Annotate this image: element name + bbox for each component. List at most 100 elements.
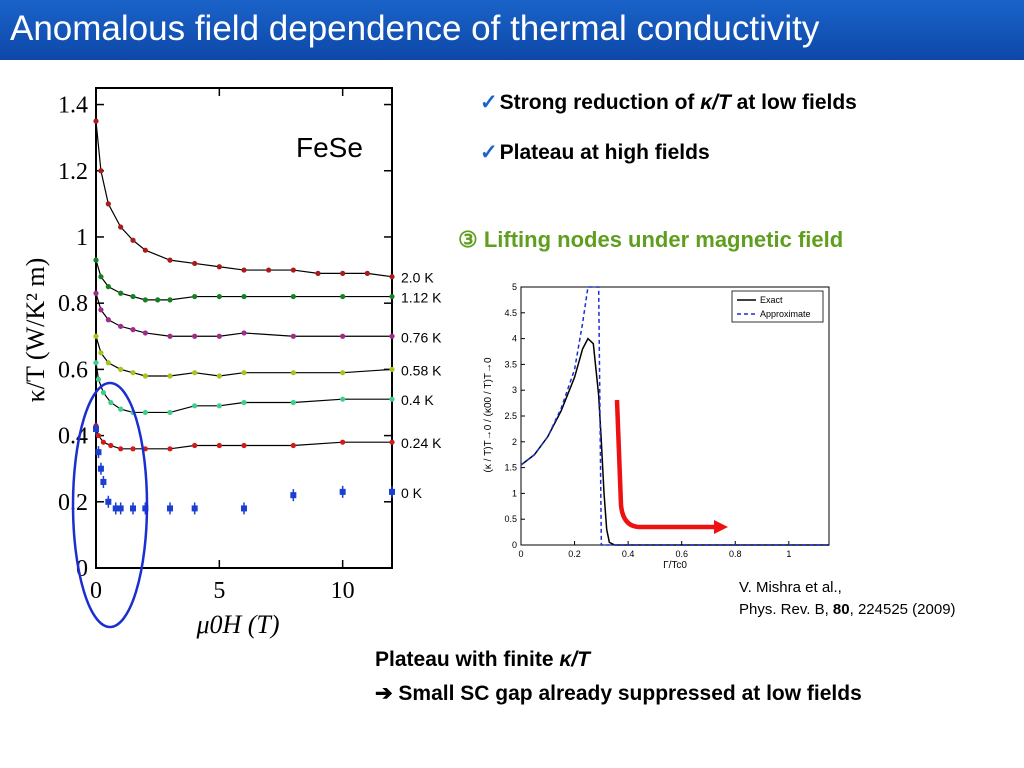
data-point [216, 333, 222, 339]
data-point [117, 505, 124, 512]
data-point [167, 446, 173, 452]
data-point [191, 505, 198, 512]
data-point [95, 376, 102, 382]
data-point [290, 333, 296, 339]
series-label: 0.24 K [401, 435, 442, 451]
data-point [364, 270, 370, 276]
data-point [389, 333, 395, 339]
data-point [192, 442, 198, 449]
y-tick-label: 4 [512, 334, 517, 344]
data-point [98, 350, 104, 356]
data-point [339, 488, 346, 495]
x-axis-label: Γ/Tc0 [663, 560, 687, 571]
y-tick-label: 1.5 [504, 463, 517, 473]
bullet-1-text-end: at low fields [730, 91, 857, 114]
data-point [105, 498, 112, 505]
y-tick-label: 0.4 [58, 424, 88, 450]
data-point [100, 439, 106, 445]
data-point [192, 333, 198, 339]
data-point [155, 297, 161, 303]
data-point [290, 293, 296, 300]
y-axis-label: (κ / T)T→0 / (κ00 / T)T→0 [483, 357, 494, 472]
bullet-1-math: κ/T [700, 91, 731, 114]
data-point [98, 307, 104, 313]
data-point [216, 442, 222, 449]
x-tick-label: 1 [786, 549, 791, 559]
conclusion-math: κ/T [559, 648, 590, 671]
title-bar: Anomalous field dependence of thermal co… [0, 0, 1024, 60]
data-point [315, 270, 321, 276]
data-point [93, 257, 99, 263]
x-tick-label: 0.6 [675, 549, 688, 559]
data-point [118, 290, 124, 296]
data-point [216, 373, 222, 379]
data-point [389, 274, 395, 280]
data-point [105, 284, 111, 290]
data-point [290, 492, 297, 499]
data-point [389, 396, 395, 402]
data-point [340, 439, 346, 445]
highlight-ellipse [71, 381, 149, 629]
x-axis-label: μ0H (T) [195, 610, 279, 639]
bullet-1: ✓Strong reduction of κ/T at low fields [480, 90, 857, 115]
data-point [192, 260, 198, 267]
data-point [108, 399, 114, 406]
data-point [118, 446, 124, 452]
data-point [100, 478, 107, 485]
data-point [216, 264, 222, 270]
data-point [130, 370, 136, 376]
data-point [105, 317, 111, 323]
series-label: 0 K [401, 485, 423, 501]
slide-title: Anomalous field dependence of thermal co… [10, 9, 820, 48]
y-tick-label: 0.6 [58, 357, 88, 383]
series-label: 1.12 K [401, 290, 442, 306]
series-label: 0.76 K [401, 329, 442, 345]
data-point [93, 425, 99, 432]
sample-label: FeSe [296, 132, 363, 163]
data-point [167, 297, 173, 303]
data-point [216, 293, 222, 300]
y-tick-label: 1 [76, 225, 88, 251]
data-point [98, 168, 104, 174]
data-point [142, 505, 149, 512]
data-point [93, 360, 99, 366]
data-point [95, 449, 102, 456]
y-axis-label: κ/T (W/K² m) [21, 258, 50, 403]
data-point [241, 293, 247, 300]
data-point [167, 373, 173, 379]
data-point [118, 366, 124, 372]
data-point [93, 118, 99, 124]
series-label: 2.0 K [401, 270, 434, 286]
x-tick-label: 0 [518, 549, 523, 559]
conclusion-line-1: Plateau with finite κ/T [375, 643, 995, 677]
data-point [108, 442, 114, 449]
x-tick-label: 0.2 [568, 549, 581, 559]
conclusion-line-2: ➔ Small SC gap already suppressed at low… [375, 682, 862, 705]
data-point [192, 370, 198, 376]
y-tick-label: 0.5 [504, 514, 517, 524]
data-point [130, 327, 136, 333]
data-point [98, 274, 104, 280]
plot-frame [95, 87, 393, 569]
right-chart: 0 0.2 0.4 0.6 0.8 1 0 0.5 1 1.5 2 2.5 3 3.5 4 4.5 5 Γ/Tc0… [483, 282, 830, 571]
data-point [167, 257, 173, 263]
data-point [167, 505, 173, 512]
data-point [130, 446, 136, 452]
data-point [112, 505, 119, 512]
reference-citation: Phys. Rev. B, 80, 224525 (2009) [739, 599, 956, 621]
x-tick-label: 0 [90, 578, 102, 604]
red-arrowhead [714, 520, 728, 534]
data-point [340, 293, 346, 300]
check-icon: ✓ [480, 141, 498, 164]
data-point [167, 333, 173, 339]
fit-line [95, 336, 393, 377]
y-tick-label: 2.5 [504, 411, 517, 421]
data-point [389, 488, 395, 495]
data-point [97, 465, 104, 472]
data-point [290, 442, 296, 449]
data-point [241, 399, 247, 406]
conclusion-text: Plateau with finite [375, 648, 560, 671]
data-point [105, 360, 111, 366]
red-arrow [614, 399, 718, 530]
plot-frame [520, 286, 830, 546]
